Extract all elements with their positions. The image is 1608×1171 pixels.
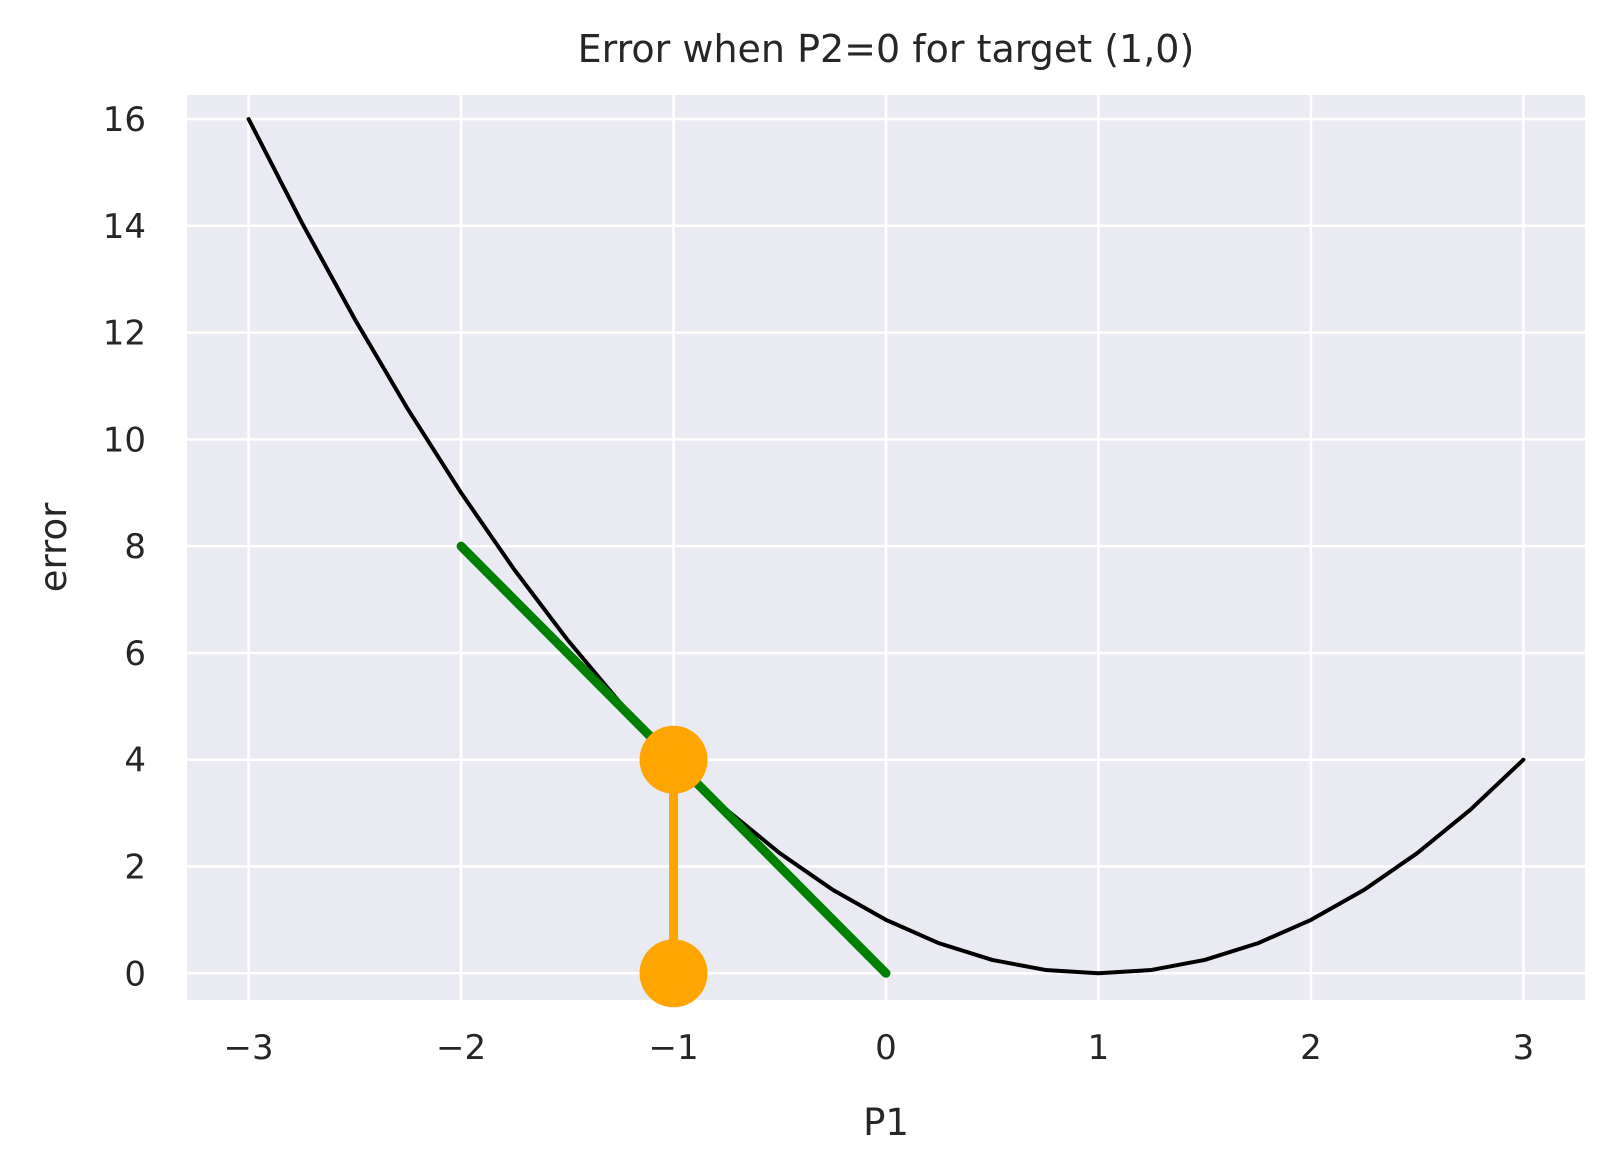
x-tick-label: −3 — [224, 1028, 274, 1068]
chart-title: Error when P2=0 for target (1,0) — [578, 27, 1195, 71]
y-tick-label: 2 — [124, 848, 146, 888]
x-axis-label: P1 — [863, 1101, 909, 1144]
series-layer — [246, 117, 1526, 1008]
grid — [187, 95, 1585, 1000]
x-tick-label: −2 — [436, 1028, 486, 1068]
x-tick-label: 2 — [1300, 1028, 1322, 1068]
y-tick-label: 14 — [103, 207, 146, 247]
x-axis-ticks: −3 −2 −1 0 1 2 3 — [224, 1028, 1535, 1068]
x-tick-label: 3 — [1513, 1028, 1535, 1068]
y-tick-label: 4 — [124, 741, 146, 781]
error-curve — [246, 117, 1526, 976]
y-tick-label: 8 — [124, 527, 146, 567]
x-tick-label: −1 — [648, 1028, 698, 1068]
stem-point — [639, 725, 708, 794]
y-tick-label: 0 — [124, 954, 146, 994]
y-tick-label: 12 — [103, 314, 146, 354]
stem-point — [639, 939, 708, 1008]
y-tick-label: 6 — [124, 634, 146, 674]
x-tick-label: 0 — [875, 1028, 897, 1068]
x-tick-label: 1 — [1088, 1028, 1110, 1068]
y-axis-label: error — [32, 502, 75, 592]
y-tick-label: 10 — [103, 420, 146, 460]
y-tick-label: 16 — [103, 100, 146, 140]
y-axis-ticks: 0 2 4 6 8 10 12 14 16 — [103, 100, 146, 994]
